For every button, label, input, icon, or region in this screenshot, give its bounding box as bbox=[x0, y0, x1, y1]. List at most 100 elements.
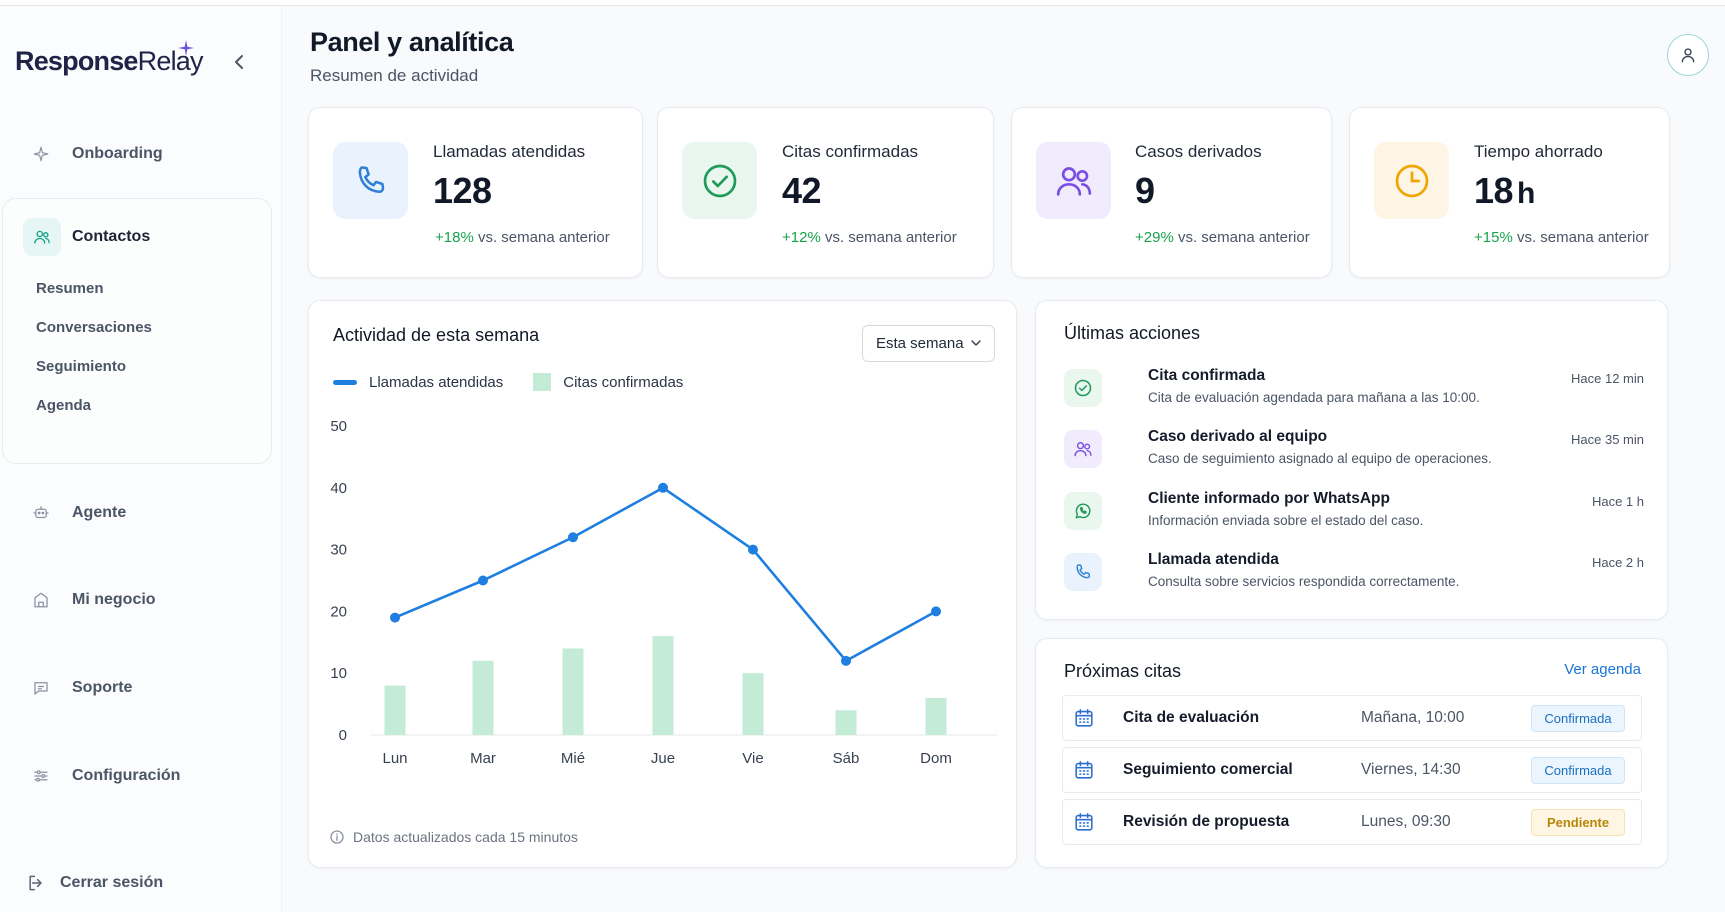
period-select[interactable]: Esta semana bbox=[862, 325, 995, 362]
status-badge: Confirmada bbox=[1531, 705, 1625, 732]
action-time: Hace 35 min bbox=[1571, 432, 1644, 447]
kpi-delta: +15% vs. semana anterior bbox=[1474, 229, 1649, 246]
action-time: Hace 12 min bbox=[1571, 371, 1644, 386]
action-time: Hace 1 h bbox=[1591, 494, 1644, 509]
kpi-delta: +12% vs. semana anterior bbox=[782, 229, 957, 246]
appointment-row[interactable]: Cita de evaluación Mañana, 10:00 Confirm… bbox=[1062, 695, 1642, 741]
chart-legend: Llamadas atendidas Citas confirmadas bbox=[333, 373, 683, 391]
page-title: Panel y analítica bbox=[310, 27, 514, 57]
action-item[interactable]: Caso derivado al equipo Caso de seguimie… bbox=[1064, 428, 1644, 476]
user-avatar-button[interactable] bbox=[1667, 34, 1709, 76]
calendar-icon bbox=[1073, 759, 1095, 786]
status-badge: Confirmada bbox=[1531, 757, 1625, 784]
activity-chart: 0 10 20 30 40 50 Lun Mar Mié Jue Vie Sáb Dom bbox=[330, 418, 997, 767]
sidebar-item-label: Agente bbox=[72, 504, 127, 521]
kpi-card-llamadas: Llamadas atendidas 128 +18% vs. semana a… bbox=[308, 107, 643, 278]
brand-logo[interactable]: ResponseRelay bbox=[15, 46, 203, 76]
chevron-down-icon bbox=[968, 335, 984, 355]
action-item[interactable]: Cliente informado por WhatsApp Informaci… bbox=[1064, 490, 1644, 538]
appointment-date: Viernes, 14:30 bbox=[1361, 761, 1461, 778]
sidebar-item-configuracion[interactable]: Configuración bbox=[30, 762, 180, 790]
line-point bbox=[748, 544, 758, 555]
appointment-name: Seguimiento comercial bbox=[1123, 761, 1293, 778]
action-time: Hace 2 h bbox=[1591, 555, 1644, 570]
sidebar-item-contactos[interactable]: Contactos bbox=[23, 218, 150, 256]
sidebar-item-onboarding[interactable]: Onboarding bbox=[30, 140, 163, 168]
chart-title: Actividad de esta semana bbox=[333, 325, 540, 345]
activity-chart-card: Actividad de esta semana Esta semana Lla… bbox=[308, 300, 1017, 868]
sidebar-item-agente[interactable]: Agente bbox=[30, 499, 126, 527]
phone-icon bbox=[333, 142, 408, 219]
sliders-icon bbox=[30, 765, 52, 787]
sidebar-item-label: Contactos bbox=[72, 228, 151, 245]
view-agenda-link[interactable]: Ver agenda bbox=[1564, 661, 1641, 678]
upcoming-appointments-card: Próximas citas Ver agenda Cita de evalua… bbox=[1035, 638, 1668, 868]
chat-icon bbox=[30, 677, 52, 699]
y-tick-label: 0 bbox=[339, 727, 347, 744]
logout-button[interactable]: Cerrar sesión bbox=[26, 872, 163, 894]
kpi-card-casos: Casos derivados 9 +29% vs. semana anteri… bbox=[1011, 107, 1332, 278]
legend-label: Citas confirmadas bbox=[563, 373, 684, 391]
appointment-row[interactable]: Revisión de propuesta Lunes, 09:30 Pendi… bbox=[1062, 799, 1642, 845]
legend-label: Llamadas atendidas bbox=[369, 373, 504, 391]
top-border bbox=[0, 0, 1725, 6]
legend-swatch-bar bbox=[533, 373, 552, 391]
subitem-agenda[interactable]: Agenda bbox=[36, 397, 92, 414]
appointments-title: Próximas citas bbox=[1064, 661, 1182, 681]
clock-icon bbox=[1374, 142, 1449, 219]
action-desc: Información enviada sobre el estado del … bbox=[1148, 513, 1424, 528]
kpi-card-tiempo: Tiempo ahorrado 18 h +15% vs. semana ante… bbox=[1349, 107, 1670, 278]
bot-icon bbox=[30, 502, 52, 524]
sidebar-item-label: Onboarding bbox=[72, 145, 163, 162]
sidebar-item-mi-negocio[interactable]: Mi negocio bbox=[30, 586, 156, 614]
line-point bbox=[568, 532, 578, 543]
sidebar-item-label: Soporte bbox=[72, 679, 133, 696]
action-desc: Caso de seguimiento asignado al equipo d… bbox=[1148, 451, 1492, 466]
bar-citas bbox=[384, 685, 406, 735]
kpi-label: Citas confirmadas bbox=[782, 142, 919, 161]
subitem-seguimiento[interactable]: Seguimiento bbox=[36, 358, 127, 375]
recent-actions-card: Últimas acciones Cita confirmada Cita de… bbox=[1035, 300, 1668, 620]
contacts-section: Contactos Resumen Conversaciones Seguimi… bbox=[2, 198, 272, 464]
x-tick-label: Dom bbox=[920, 750, 952, 767]
calendar-icon bbox=[1073, 707, 1095, 734]
action-title: Cita confirmada bbox=[1148, 367, 1266, 384]
kpi-value: 9 bbox=[1135, 170, 1155, 211]
line-llamadas bbox=[394, 486, 937, 663]
whatsapp-icon bbox=[1064, 492, 1102, 530]
y-tick-label: 20 bbox=[330, 603, 347, 620]
appointment-date: Mañana, 10:00 bbox=[1361, 709, 1465, 726]
bar-citas bbox=[652, 636, 674, 735]
user-icon bbox=[1681, 48, 1695, 63]
collapse-sidebar-icon[interactable] bbox=[227, 50, 251, 74]
line-point bbox=[841, 655, 851, 666]
info-icon bbox=[329, 829, 345, 845]
y-tick-label: 50 bbox=[330, 418, 347, 435]
x-tick-label: Mié bbox=[561, 750, 585, 767]
action-item[interactable]: Cita confirmada Cita de evaluación agend… bbox=[1064, 367, 1644, 415]
users-icon bbox=[1064, 430, 1102, 468]
y-tick-label: 40 bbox=[330, 480, 347, 497]
action-item[interactable]: Llamada atendida Consulta sobre servicio… bbox=[1064, 551, 1644, 599]
action-title: Caso derivado al equipo bbox=[1148, 428, 1328, 445]
sidebar-item-soporte[interactable]: Soporte bbox=[30, 674, 132, 702]
sidebar-item-label: Configuración bbox=[72, 767, 181, 784]
sidebar-item-label: Mi negocio bbox=[72, 591, 156, 608]
kpi-delta: +18% vs. semana anterior bbox=[435, 229, 610, 246]
y-tick-label: 30 bbox=[330, 542, 347, 559]
action-title: Cliente informado por WhatsApp bbox=[1148, 490, 1390, 507]
action-desc: Cita de evaluación agendada para mañana … bbox=[1148, 390, 1480, 405]
subitem-conversaciones[interactable]: Conversaciones bbox=[36, 319, 152, 336]
appointment-name: Revisión de propuesta bbox=[1123, 813, 1290, 830]
line-point bbox=[390, 612, 400, 623]
kpi-label: Tiempo ahorrado bbox=[1474, 142, 1603, 161]
appointment-row[interactable]: Seguimiento comercial Viernes, 14:30 Con… bbox=[1062, 747, 1642, 793]
check-circle-icon bbox=[682, 142, 757, 219]
appointment-date: Lunes, 09:30 bbox=[1361, 813, 1451, 830]
subitem-resumen[interactable]: Resumen bbox=[36, 280, 104, 297]
kpi-label: Casos derivados bbox=[1135, 142, 1262, 161]
legend-swatch-line bbox=[333, 379, 357, 385]
building-icon bbox=[30, 589, 52, 611]
kpi-value: 42 bbox=[782, 170, 822, 211]
bar-citas bbox=[835, 710, 857, 735]
